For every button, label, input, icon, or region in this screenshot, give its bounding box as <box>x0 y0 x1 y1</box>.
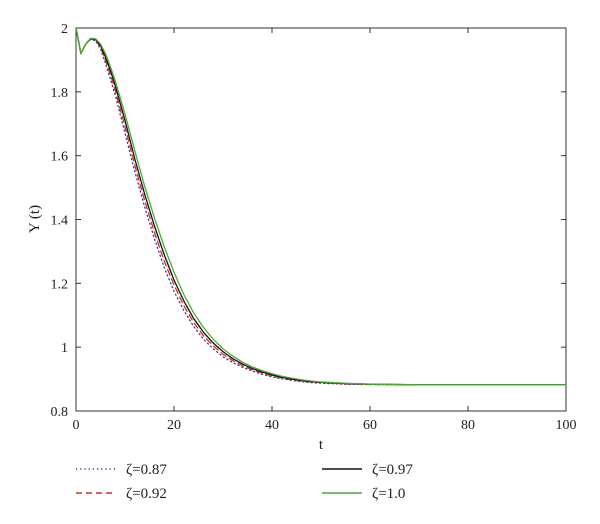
series-line-0 <box>75 27 567 386</box>
legend-label-3: ζ=1.0 <box>372 486 405 502</box>
x-axis: 0 20 40 60 80 100 <box>73 28 577 433</box>
series-line-1 <box>75 27 567 386</box>
plot-frame <box>75 27 567 412</box>
series-line-2 <box>75 27 567 386</box>
y-axis: 0.8 1 1.2 1.4 1.6 1.8 2 <box>51 22 566 420</box>
legend-label-1: ζ=0.92 <box>126 486 167 502</box>
x-tick-label: 60 <box>363 418 377 433</box>
y-tick-label: 2 <box>61 22 68 37</box>
legend-label-0: ζ=0.87 <box>126 462 167 478</box>
x-tick-label: 80 <box>461 418 475 433</box>
y-tick-label: 1.8 <box>51 86 69 101</box>
legend-label-2: ζ=0.97 <box>372 462 413 478</box>
series-group <box>75 27 567 386</box>
x-axis-title: t <box>319 437 324 453</box>
x-tick-label: 0 <box>73 418 80 433</box>
x-tick-label: 100 <box>556 418 577 433</box>
y-axis-title: Y (t) <box>27 205 43 233</box>
x-tick-label: 40 <box>265 418 279 433</box>
y-tick-label: 0.8 <box>51 405 69 420</box>
series-line-3 <box>75 27 567 386</box>
y-tick-label: 1.6 <box>51 150 69 165</box>
x-tick-label: 20 <box>167 418 181 433</box>
legend: ζ=0.87 ζ=0.92 ζ=0.97 ζ=1.0 <box>76 462 413 502</box>
y-tick-label: 1.2 <box>51 277 69 292</box>
y-tick-label: 1 <box>61 341 68 356</box>
y-tick-label: 1.4 <box>51 214 69 229</box>
